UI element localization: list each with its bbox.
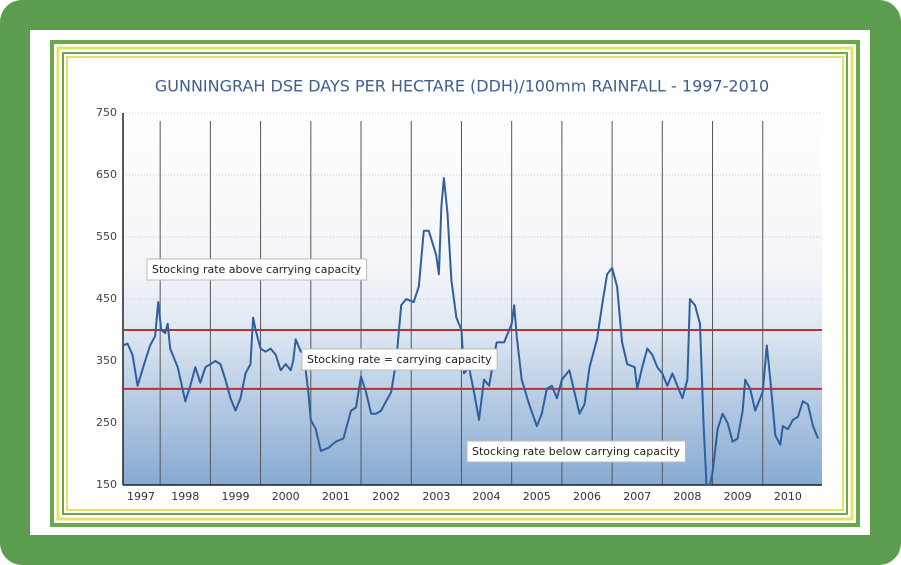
x-tick-label: 2007 [623, 490, 651, 503]
annotation-box [301, 348, 498, 371]
x-tick-label: 2003 [422, 490, 450, 503]
border [50, 40, 860, 527]
y-tick-label: 250 [96, 416, 117, 429]
x-tick-label: 1999 [221, 490, 249, 503]
x-tick-label: 2008 [673, 490, 701, 503]
y-tick-label: 150 [96, 478, 117, 491]
border [66, 56, 844, 511]
x-tick-label: 2005 [523, 490, 551, 503]
border [62, 52, 848, 515]
y-tick-label: 650 [96, 168, 117, 181]
x-tick-label: 1998 [171, 490, 199, 503]
y-tick-label: 350 [96, 354, 117, 367]
y-tick-label: 750 [96, 106, 117, 119]
chart-title: GUNNINGRAH DSE DAYS PER HECTARE (DDH)/10… [155, 77, 769, 96]
x-tick-label: 2002 [372, 490, 400, 503]
x-tick-label: 1997 [127, 490, 155, 503]
y-tick-label: 550 [96, 230, 117, 243]
annotation: Stocking rate below carrying capacity [472, 445, 680, 458]
annotation-box [146, 258, 368, 281]
x-tick-label: 2009 [724, 490, 752, 503]
x-tick-label: 2004 [473, 490, 501, 503]
annotation-box [466, 440, 686, 463]
annotation: Stocking rate = carrying capacity [307, 353, 492, 366]
x-tick-label: 2001 [322, 490, 350, 503]
x-tick-label: 2000 [272, 490, 300, 503]
y-tick-label: 450 [96, 292, 117, 305]
x-tick-label: 2010 [774, 490, 802, 503]
annotation: Stocking rate above carrying capacity [152, 263, 362, 276]
x-tick-label: 2006 [573, 490, 601, 503]
border [56, 46, 854, 521]
data-line [122, 177, 819, 486]
